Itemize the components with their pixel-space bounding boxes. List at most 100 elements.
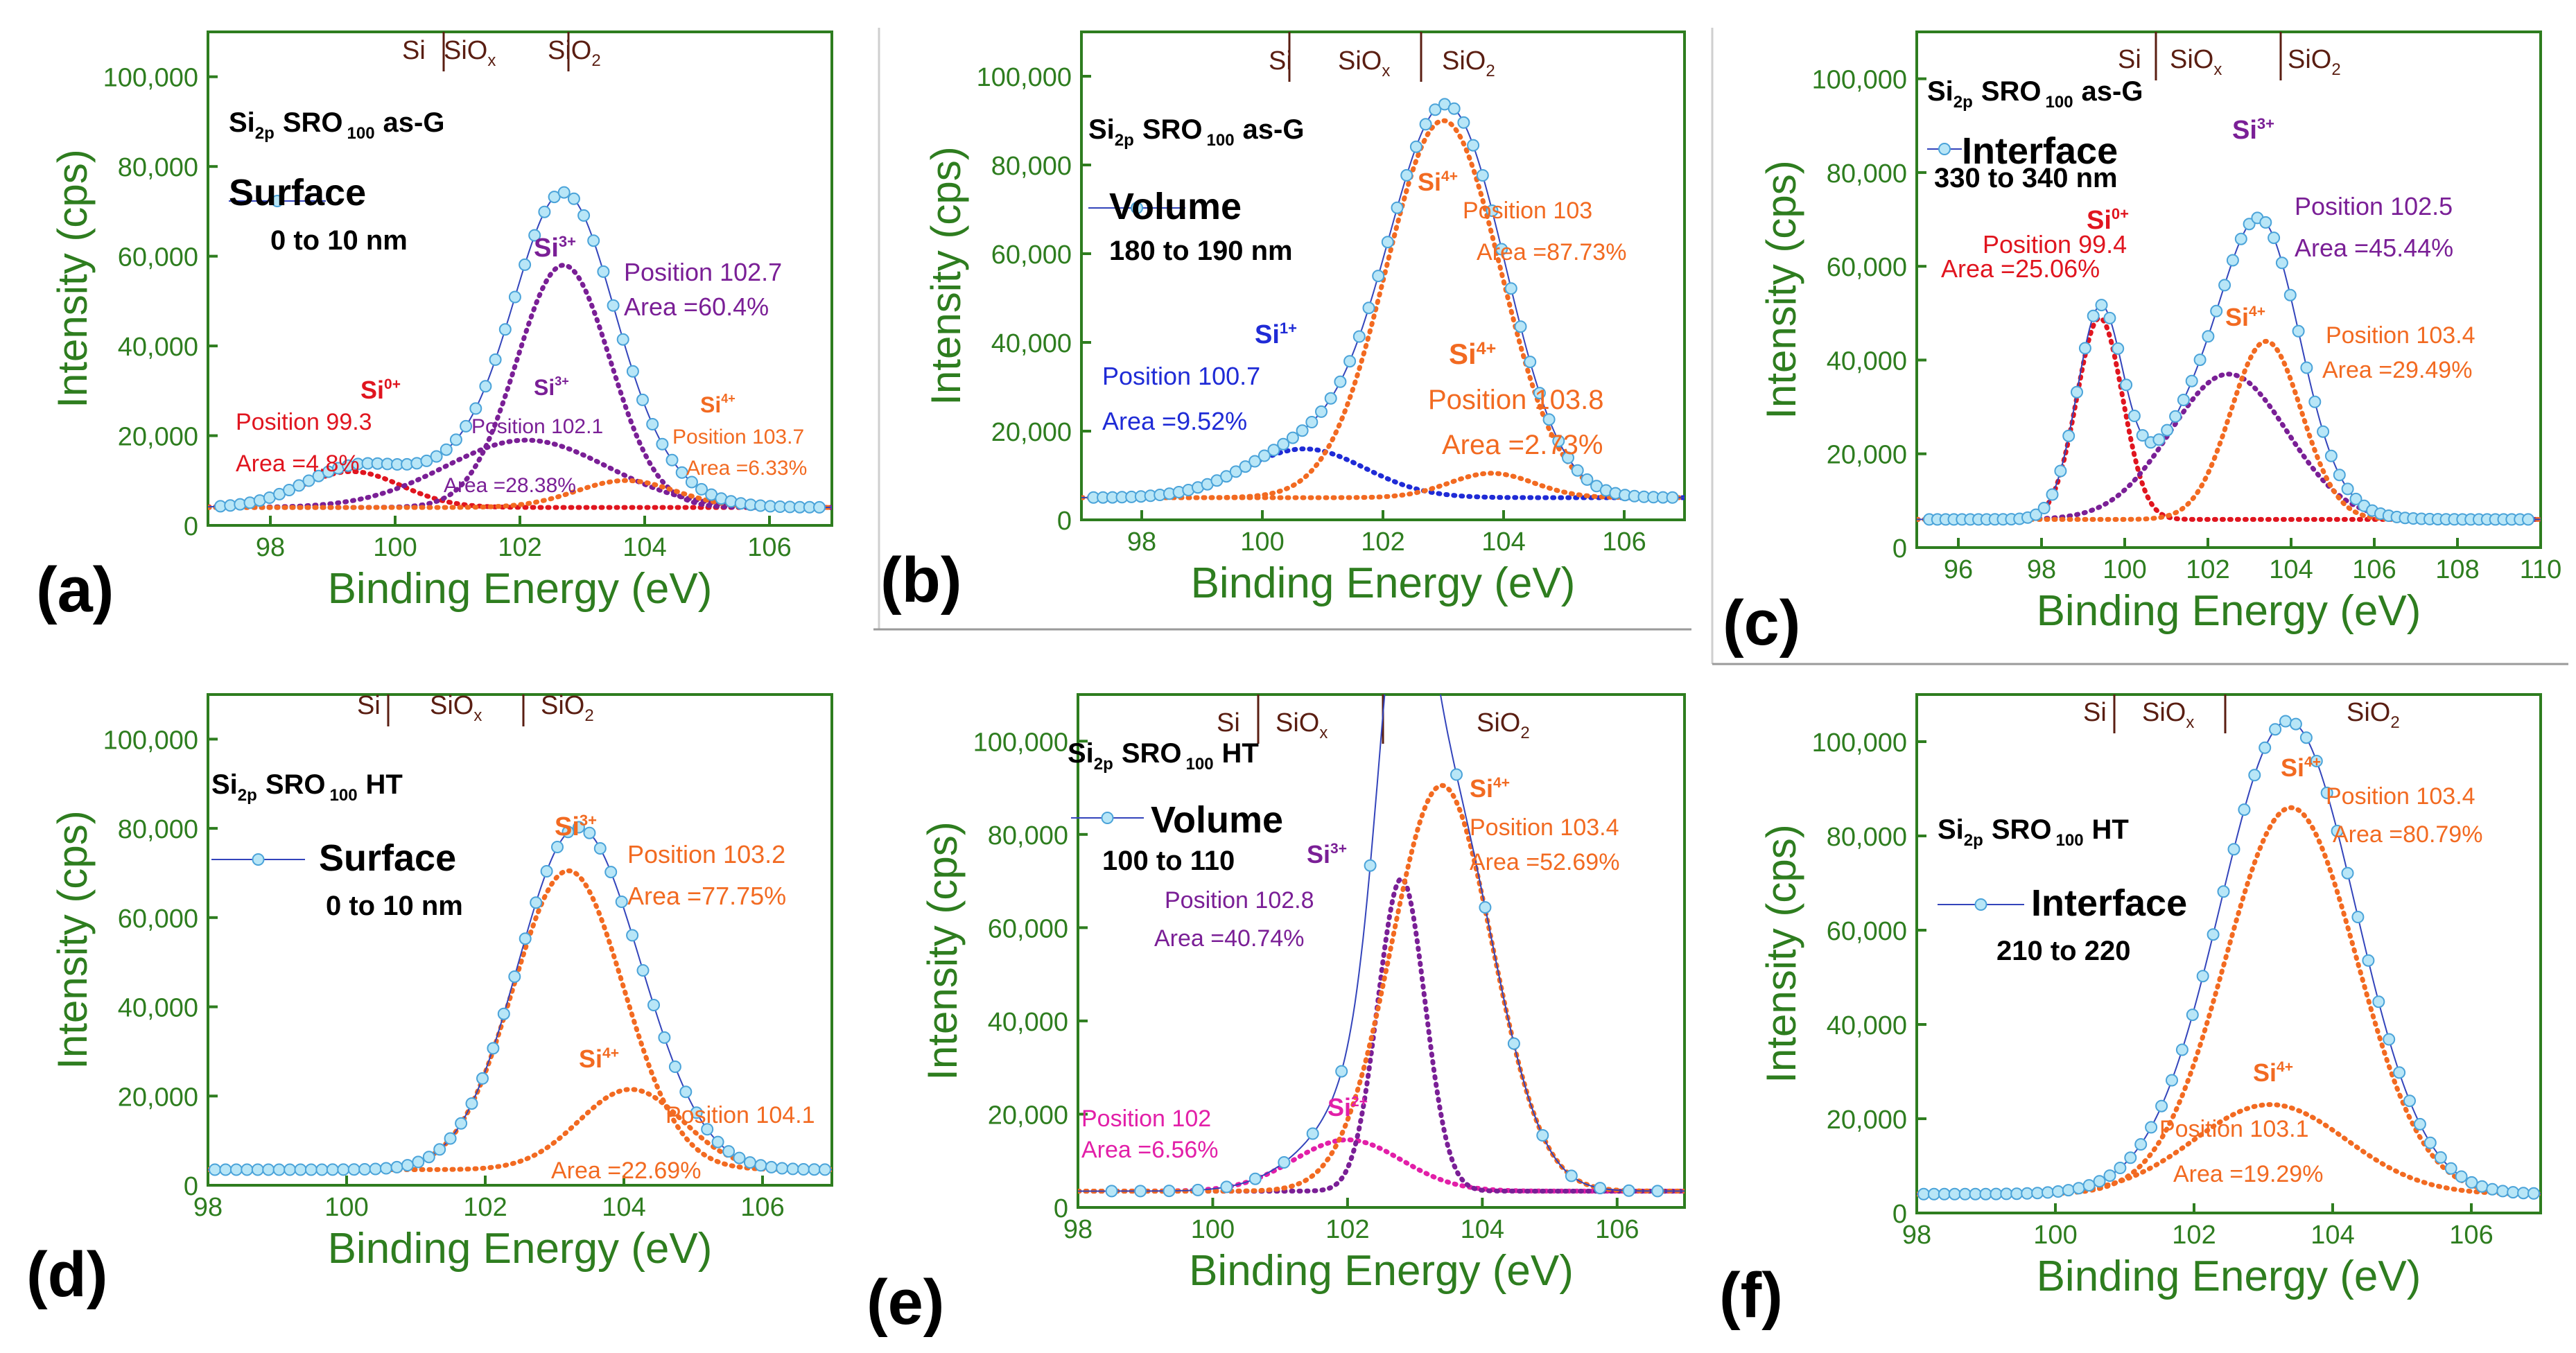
measured-point — [302, 474, 315, 487]
x-tick-label: 98 — [1127, 527, 1156, 557]
measured-point — [1305, 416, 1319, 428]
region-sio2-sub: 2 — [2390, 713, 2399, 732]
measured-point — [2333, 469, 2346, 482]
measured-point — [647, 999, 660, 1011]
measured-point — [1306, 1127, 1319, 1140]
component-oxidation: 4+ — [1441, 168, 1458, 184]
y-tick-label: 60,000 — [1827, 253, 1907, 282]
region-si: Si — [1217, 708, 1240, 737]
component-oxidation: 3+ — [1330, 841, 1347, 857]
measured-point — [2341, 482, 2354, 496]
measured-point — [658, 1031, 671, 1044]
measured-point — [690, 1106, 703, 1119]
measured-point — [412, 1155, 425, 1169]
measured-point — [315, 1163, 329, 1176]
measured-point — [2496, 1185, 2509, 1198]
component-name: Si3+ — [555, 812, 597, 841]
sample-element: Si — [1068, 738, 1094, 769]
measured-point — [665, 453, 679, 466]
sample-element: Si — [1938, 814, 1964, 845]
measured-point — [1335, 1065, 1348, 1078]
measured-point — [449, 433, 462, 446]
axes-frame — [207, 693, 833, 1187]
measured-point — [1105, 1185, 1118, 1198]
legend-marker — [1974, 898, 1987, 911]
component-oxidation: 4+ — [2304, 754, 2321, 770]
measured-point — [2114, 1162, 2127, 1174]
legend-label: Volume — [1151, 799, 1283, 841]
measured-point — [2217, 885, 2230, 898]
measured-point — [572, 821, 585, 834]
component-curve-si4plus — [1081, 471, 1685, 500]
region-sio2-base: SiO — [1442, 46, 1486, 76]
measured-point — [2349, 492, 2362, 505]
measured-point — [1938, 1187, 1951, 1201]
legend-label: Interface — [2031, 882, 2187, 924]
component-area: Area =28.38% — [444, 474, 576, 497]
x-tick-label: 100 — [1191, 1215, 1235, 1244]
component-symbol: Si — [2253, 1058, 2277, 1087]
measured-point — [284, 1163, 297, 1176]
measured-point — [636, 964, 650, 977]
component-symbol: Si — [534, 375, 555, 400]
component-area: Area =40.74% — [1154, 925, 1304, 952]
measured-point — [469, 402, 482, 415]
component-symbol: Si — [2225, 303, 2249, 331]
y-axis-label: Intensity (cps) — [919, 821, 966, 1080]
component-area: Area =60.4% — [624, 293, 769, 321]
y-axis-label: Intensity (cps) — [923, 146, 969, 405]
component-name: Si4+ — [2281, 753, 2321, 782]
component-name: Si2+ — [1328, 1093, 1368, 1121]
component-position: Position 103.4 — [2326, 322, 2475, 349]
y-tick-label: 100,000 — [103, 726, 198, 755]
measured-point — [1486, 204, 1499, 217]
plot-area — [208, 186, 832, 514]
measured-point — [489, 353, 502, 366]
measured-point — [2227, 843, 2240, 856]
y-tick-label: 40,000 — [118, 333, 198, 362]
component-oxidation: 4+ — [2249, 304, 2265, 320]
x-tick-label: 106 — [1595, 1215, 1639, 1244]
measured-point — [2210, 304, 2223, 317]
measured-point — [675, 466, 688, 479]
region-sio2: SiO2 — [2347, 698, 2400, 732]
measured-point — [528, 229, 541, 242]
measured-point — [754, 1159, 767, 1172]
measured-point — [430, 450, 443, 463]
sample-orbital: 2p — [238, 786, 257, 805]
measured-point — [2127, 410, 2141, 422]
measured-point — [1229, 465, 1242, 478]
sample-label: Si2p SRO 100 as-G — [229, 107, 444, 143]
region-sio2: SiO2 — [1477, 708, 1530, 742]
component-name: Si0+ — [360, 376, 401, 404]
measured-point — [2283, 288, 2297, 302]
component-oxidation: 3+ — [555, 374, 569, 388]
region-sio2-sub: 2 — [2331, 60, 2340, 79]
measured-point — [1969, 1187, 1982, 1201]
measured-point — [2095, 299, 2108, 312]
measured-point — [1286, 431, 1299, 444]
measured-point — [1391, 201, 1404, 214]
y-axis-label: Intensity (cps) — [1758, 160, 1804, 419]
measured-point — [1479, 901, 1492, 914]
measured-point — [2155, 1099, 2168, 1112]
measured-point — [1324, 392, 1337, 405]
x-tick-label: 106 — [1602, 527, 1646, 557]
component-name: Si3+ — [534, 233, 576, 263]
sample-orbital: 2p — [1094, 755, 1113, 774]
measured-point — [1622, 1184, 1635, 1197]
depth-label: 210 to 220 — [1996, 936, 2130, 966]
component-position: Position 99.3 — [236, 409, 372, 435]
component-area: Area =19.29% — [2173, 1161, 2323, 1187]
component-symbol: Si — [700, 392, 721, 417]
component-symbol: Si — [2281, 753, 2304, 782]
region-siox-sub: x — [487, 51, 496, 70]
component-symbol: Si — [360, 376, 384, 404]
measured-point — [2078, 342, 2091, 355]
measured-point — [597, 265, 610, 278]
x-tick-label: 98 — [1063, 1215, 1093, 1244]
measured-point — [2362, 954, 2375, 967]
component-symbol: Si — [1307, 840, 1330, 868]
panel-a: 0 20,000 40,000 60,000 80,000 100,000 98 100 102… — [36, 30, 833, 625]
